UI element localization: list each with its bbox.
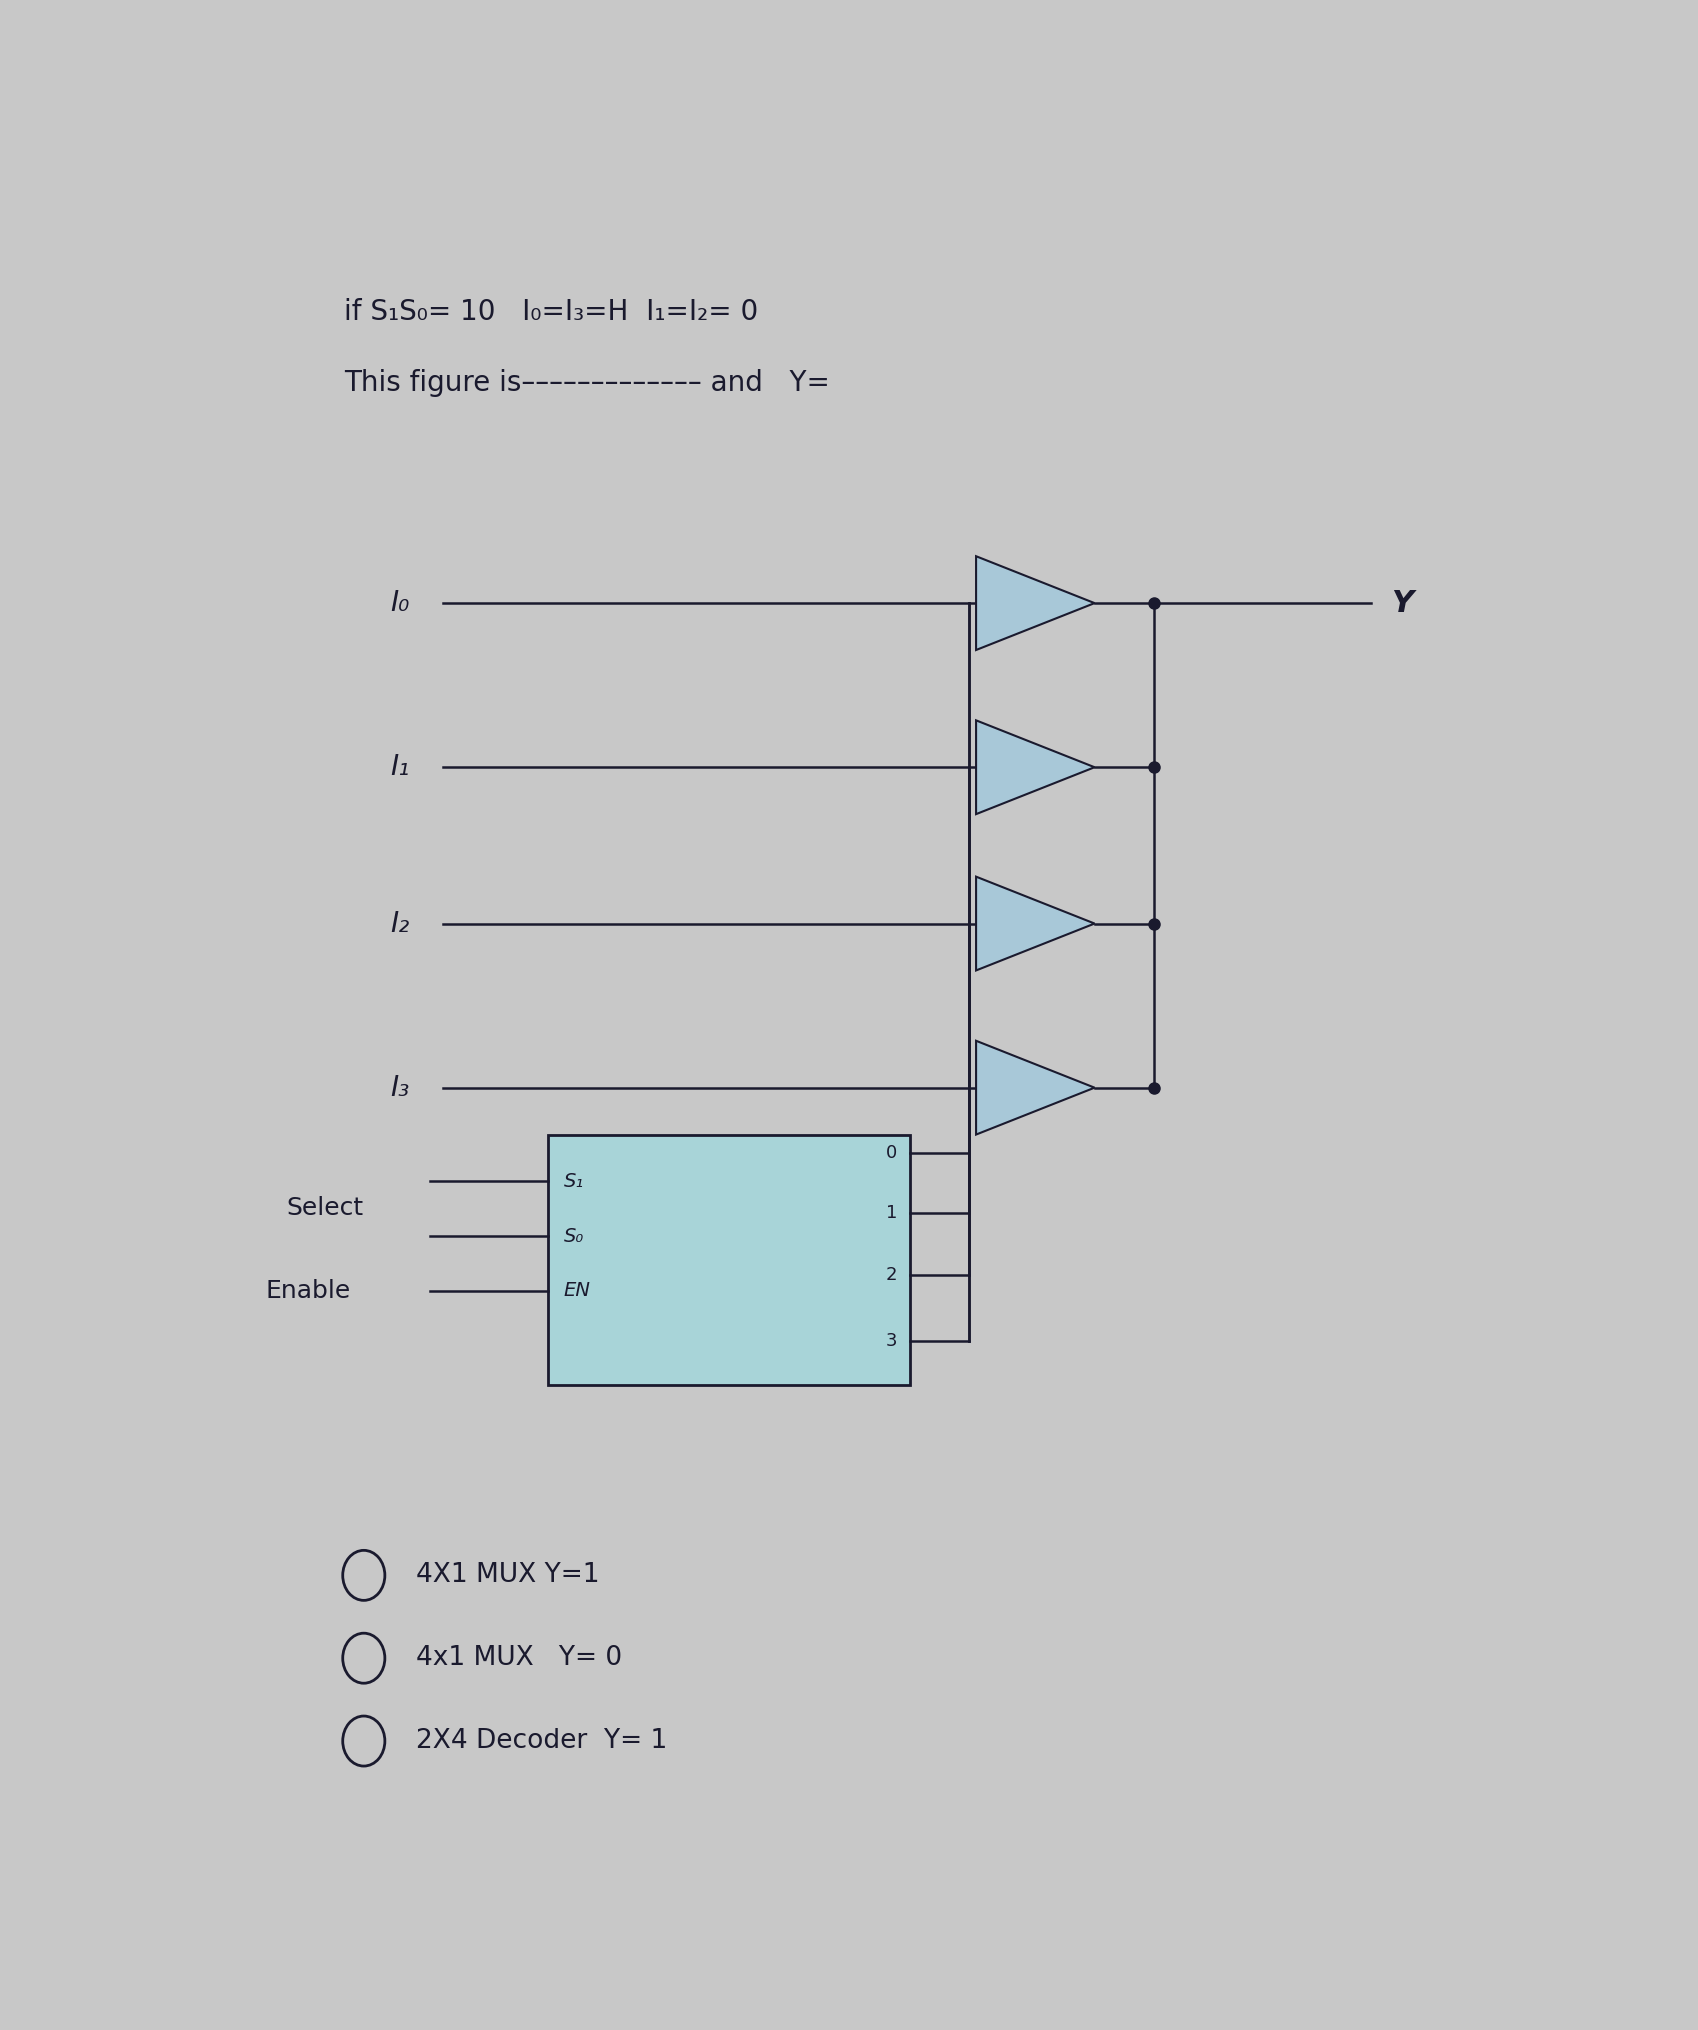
Text: 2: 2 bbox=[885, 1267, 897, 1285]
Text: 3: 3 bbox=[885, 1332, 897, 1350]
Text: 4X1 MUX Y=1: 4X1 MUX Y=1 bbox=[416, 1563, 599, 1587]
Text: I₃: I₃ bbox=[391, 1074, 409, 1102]
Polygon shape bbox=[975, 721, 1094, 814]
Text: I₁: I₁ bbox=[391, 753, 409, 782]
Polygon shape bbox=[975, 1041, 1094, 1135]
Text: 0: 0 bbox=[885, 1145, 897, 1163]
Text: This figure is––––––––––––– and   Y=: This figure is––––––––––––– and Y= bbox=[343, 369, 829, 396]
Text: Y: Y bbox=[1391, 589, 1413, 617]
Text: Enable: Enable bbox=[265, 1279, 350, 1303]
Text: I₀: I₀ bbox=[391, 589, 409, 617]
Text: S₀: S₀ bbox=[564, 1226, 584, 1246]
Text: Select: Select bbox=[287, 1196, 363, 1220]
Text: 2X4 Decoder  Y= 1: 2X4 Decoder Y= 1 bbox=[416, 1728, 667, 1754]
Text: EN: EN bbox=[564, 1281, 591, 1301]
Polygon shape bbox=[975, 556, 1094, 650]
Bar bbox=[548, 1135, 910, 1384]
Polygon shape bbox=[975, 877, 1094, 970]
Text: 1: 1 bbox=[885, 1204, 897, 1222]
Text: I₂: I₂ bbox=[391, 909, 409, 938]
Text: if S₁S₀= 10   I₀=I₃=H  I₁=I₂= 0: if S₁S₀= 10 I₀=I₃=H I₁=I₂= 0 bbox=[343, 298, 757, 327]
Text: S₁: S₁ bbox=[564, 1171, 584, 1192]
Text: 4x1 MUX   Y= 0: 4x1 MUX Y= 0 bbox=[416, 1644, 621, 1671]
